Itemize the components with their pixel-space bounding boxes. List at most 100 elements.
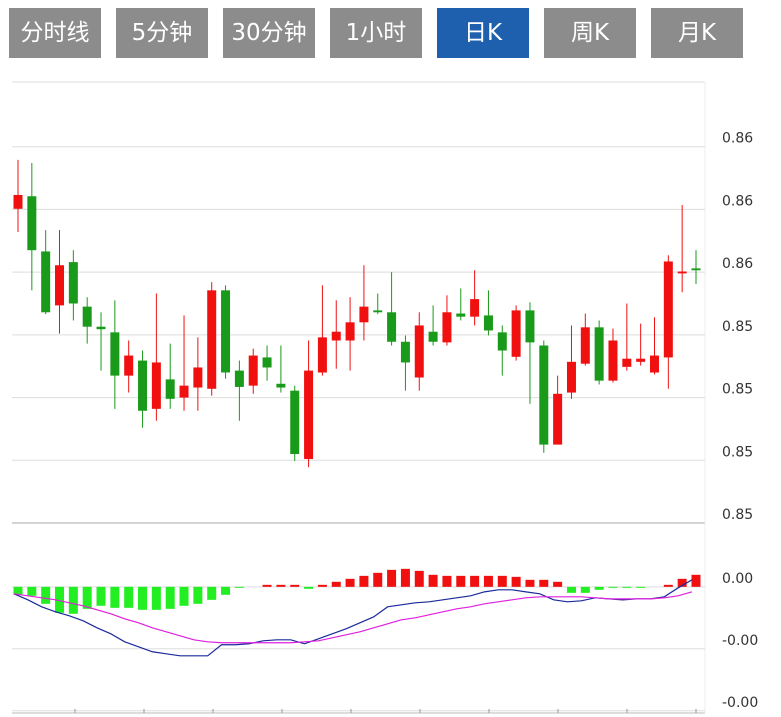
macd-bar bbox=[221, 586, 231, 595]
y-tick-label: 0.85 bbox=[722, 444, 753, 460]
macd-bar bbox=[124, 586, 134, 608]
y-tick-label: -0.00 bbox=[722, 695, 758, 711]
tab[interactable]: 周K bbox=[544, 8, 636, 58]
candle-body bbox=[677, 271, 687, 274]
candle-body bbox=[179, 385, 189, 398]
candle-body bbox=[41, 251, 51, 313]
macd-bar bbox=[41, 586, 51, 604]
candle-body bbox=[110, 332, 120, 376]
macd-bar bbox=[68, 586, 78, 614]
candle-body bbox=[55, 265, 65, 306]
macd-line bbox=[13, 579, 693, 657]
macd-bar bbox=[165, 586, 175, 609]
macd-bar bbox=[442, 575, 452, 587]
candle-body bbox=[151, 362, 161, 409]
y-tick-label: 0.86 bbox=[722, 131, 753, 147]
tab[interactable]: 分时线 bbox=[9, 8, 101, 58]
candle-body bbox=[636, 358, 646, 362]
tab[interactable]: 月K bbox=[651, 8, 743, 58]
macd-bar bbox=[497, 575, 507, 587]
macd-bar bbox=[151, 586, 161, 610]
macd-bar bbox=[470, 575, 480, 587]
macd-bar bbox=[663, 584, 673, 587]
candle-body bbox=[428, 331, 438, 342]
macd-bar bbox=[622, 586, 632, 588]
macd-bar bbox=[691, 574, 701, 587]
candle-body bbox=[470, 299, 480, 317]
macd-bar bbox=[317, 584, 327, 587]
macd-bar bbox=[636, 586, 646, 588]
candle-body bbox=[221, 290, 231, 373]
macd-bar bbox=[400, 568, 410, 587]
macd-bar bbox=[539, 579, 549, 587]
macd-bar bbox=[290, 584, 300, 587]
macd-line bbox=[13, 591, 693, 644]
candle-body bbox=[207, 290, 217, 389]
macd-bar bbox=[566, 586, 576, 593]
macd-bar bbox=[456, 575, 466, 587]
candle-body bbox=[138, 360, 148, 411]
candle-body bbox=[262, 357, 272, 368]
candle-body bbox=[649, 355, 659, 373]
macd-bar bbox=[594, 586, 604, 590]
candle-body bbox=[622, 358, 632, 367]
candle-body bbox=[124, 355, 134, 376]
candle-body bbox=[594, 327, 604, 381]
candle-body bbox=[539, 345, 549, 445]
candle-body bbox=[193, 367, 203, 388]
macd-bar bbox=[359, 575, 369, 587]
macd-bar bbox=[179, 586, 189, 606]
candle-body bbox=[373, 310, 383, 313]
macd-bar bbox=[677, 578, 687, 587]
y-tick-label: 0.86 bbox=[722, 193, 753, 209]
candle-body bbox=[456, 313, 466, 317]
candle-body bbox=[82, 306, 92, 327]
macd-bar bbox=[608, 586, 618, 588]
candle-body bbox=[525, 310, 535, 343]
y-tick-label: 0.85 bbox=[722, 382, 753, 398]
macd-bar bbox=[414, 570, 424, 587]
macd-bar bbox=[483, 575, 493, 587]
candle-body bbox=[387, 312, 397, 342]
candle-body bbox=[317, 337, 327, 373]
candle-body bbox=[497, 332, 507, 351]
tab[interactable]: 1小时 bbox=[330, 8, 422, 58]
macd-bar bbox=[262, 584, 272, 587]
y-tick-label: 0.85 bbox=[722, 319, 753, 335]
y-tick-label: -0.00 bbox=[722, 633, 758, 649]
candle-body bbox=[566, 361, 576, 393]
y-tick-label: 0.86 bbox=[722, 256, 753, 272]
candle-body bbox=[608, 340, 618, 381]
macd-bar bbox=[373, 572, 383, 587]
candle-body bbox=[290, 390, 300, 455]
y-tick-label: 0.85 bbox=[722, 507, 753, 523]
candle-body bbox=[400, 341, 410, 363]
macd-bar bbox=[428, 574, 438, 587]
y-tick-label: 0.00 bbox=[722, 571, 753, 587]
candle-body bbox=[345, 322, 355, 341]
tab[interactable]: 5分钟 bbox=[116, 8, 208, 58]
candle-body bbox=[234, 370, 244, 387]
candle-body bbox=[691, 268, 701, 271]
macd-bar bbox=[96, 586, 106, 606]
macd-bar bbox=[331, 581, 341, 587]
candle-body bbox=[165, 379, 175, 399]
macd-bar bbox=[525, 579, 535, 587]
macd-bar bbox=[55, 586, 65, 613]
tab[interactable]: 日K bbox=[437, 8, 529, 58]
macd-bar bbox=[13, 586, 23, 595]
macd-bar bbox=[193, 586, 203, 604]
macd-bar bbox=[82, 586, 92, 609]
candle-body bbox=[663, 261, 673, 358]
macd-bar bbox=[553, 581, 563, 587]
macd-bar bbox=[110, 586, 120, 608]
candle-body bbox=[580, 327, 590, 364]
tab[interactable]: 30分钟 bbox=[223, 8, 315, 58]
candle-body bbox=[68, 262, 78, 304]
macd-bar bbox=[345, 578, 355, 587]
macd-bar bbox=[27, 586, 37, 596]
candle-body bbox=[511, 310, 521, 357]
macd-bar bbox=[511, 576, 521, 587]
